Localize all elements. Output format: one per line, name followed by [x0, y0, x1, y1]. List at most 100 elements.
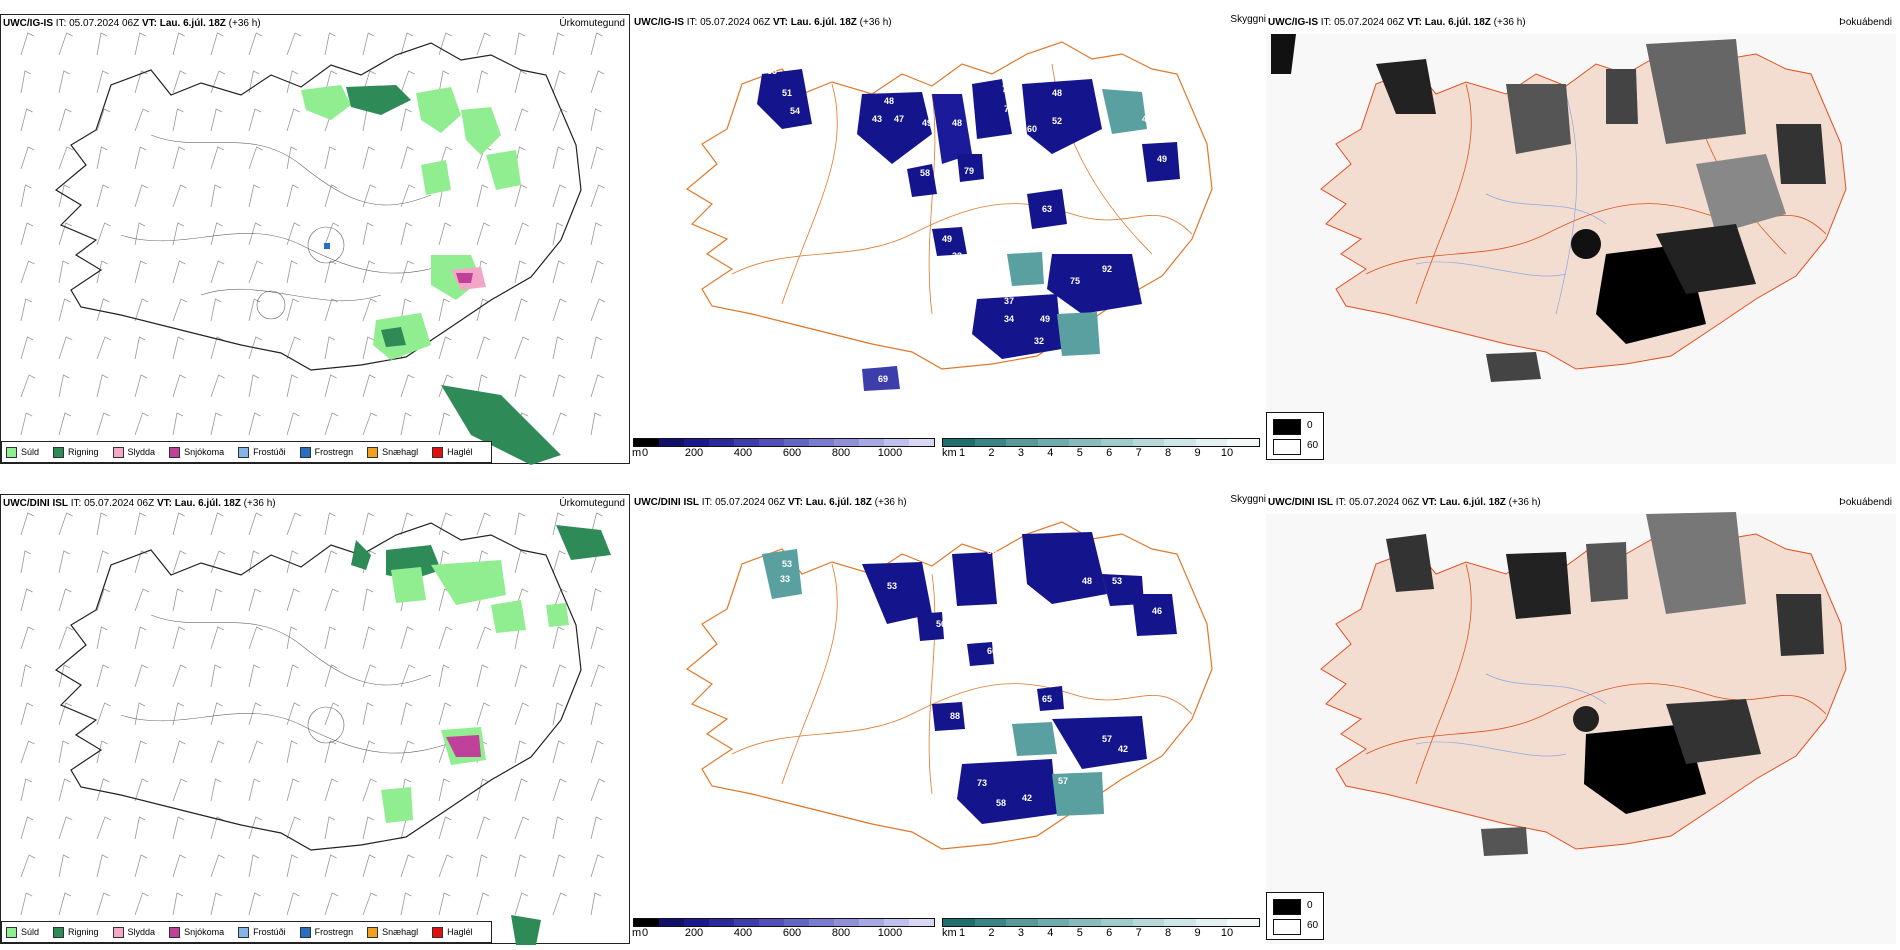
wind-barb: [59, 551, 70, 573]
colorbar-km-unit: km: [942, 447, 957, 459]
legend-swatch: [6, 927, 17, 938]
visibility-label: 43: [872, 114, 882, 124]
wind-barb: [553, 741, 565, 763]
fog-panel-1: UWC/IG-IS IT: 05.07.2024 06Z VT: Lau. 6.…: [1266, 14, 1896, 464]
wind-barb: [97, 551, 109, 573]
visibility-label: 34: [1004, 314, 1014, 324]
wind-barb: [287, 33, 301, 55]
wind-barb: [591, 627, 603, 649]
colorbar-tick-label: 1000: [878, 927, 902, 939]
colorbar-tick-label: 0: [642, 447, 648, 459]
visibility-label: 47: [894, 114, 904, 124]
colorbar-segment: [659, 439, 684, 446]
panel-title: UWC/IG-IS IT: 05.07.2024 06Z VT: Lau. 6.…: [3, 18, 261, 29]
colorbar-segment: [1164, 439, 1196, 446]
wind-barb: [325, 665, 337, 687]
colorbar-tick-label: 7: [1136, 447, 1142, 459]
legend-item: Súld: [6, 447, 39, 458]
visibility-label: 69: [878, 374, 888, 384]
wind-barb: [591, 817, 602, 839]
visibility-label: 48: [884, 96, 894, 106]
legend-item: Rigning: [53, 927, 99, 938]
wind-barb: [477, 223, 490, 245]
legend-label: Snæhagl: [382, 927, 418, 937]
visibility-label: 56: [987, 546, 997, 556]
wind-barb: [439, 223, 451, 245]
colorbar-segment: [884, 919, 909, 926]
wind-barb: [21, 71, 31, 93]
wind-barb: [591, 589, 601, 611]
wind-barb: [401, 855, 414, 877]
colorbar-m: [633, 438, 935, 447]
wind-barb: [553, 337, 563, 359]
wind-barb: [211, 627, 224, 649]
wind-barb: [173, 589, 183, 611]
wind-barb: [477, 185, 488, 207]
precip-map-2: [1, 495, 631, 945]
precip-legend: Súld Rigning Slydda Snjókoma Frostúði Frostre…: [1, 441, 492, 463]
visibility-label: 49: [922, 118, 932, 128]
wind-barb: [21, 665, 31, 687]
wind-barb: [363, 223, 373, 245]
wind-barb: [249, 551, 259, 573]
visibility-label: 49: [1157, 154, 1167, 164]
wind-barb: [211, 665, 221, 687]
wind-barb: [173, 627, 185, 649]
wind-barb: [591, 337, 602, 359]
fog-legend-low: 60: [1307, 440, 1318, 451]
colorbar-tick-label: 800: [832, 447, 850, 459]
wind-barb: [59, 147, 73, 169]
wind-barb: [363, 375, 375, 397]
wind-barb: [211, 703, 223, 725]
colorbar-m-unit: m: [632, 927, 641, 939]
wind-barb: [211, 147, 224, 169]
wind-barb: [287, 627, 297, 649]
wind-barb: [249, 299, 260, 321]
wind-barb: [515, 779, 527, 801]
wind-barb: [249, 779, 260, 801]
colorbar-segment: [1006, 439, 1038, 446]
legend-item: Frostúði: [238, 447, 286, 458]
wind-barb: [211, 33, 223, 55]
wind-barb: [515, 337, 529, 359]
panel-title: UWC/DINI ISL IT: 05.07.2024 06Z VT: Lau.…: [1268, 497, 1541, 508]
wind-barb: [135, 109, 149, 131]
wind-barb: [135, 299, 148, 321]
legend-item: Snjókoma: [169, 927, 224, 938]
colorbar-km: [942, 438, 1260, 447]
wind-barb: [97, 337, 111, 359]
legend-label: Súld: [21, 447, 39, 457]
wind-barb: [401, 223, 412, 245]
wind-barb: [59, 299, 71, 321]
wind-barb: [363, 337, 374, 359]
colorbar-segment: [834, 439, 859, 446]
visibility-label: 33: [952, 251, 962, 261]
wind-barb: [21, 299, 32, 321]
colorbar-segment: [834, 919, 859, 926]
wind-barb: [211, 261, 224, 283]
legend-swatch: [169, 447, 180, 458]
legend-item: Haglél: [432, 927, 473, 938]
wind-barb: [135, 33, 146, 55]
wind-barb: [515, 223, 529, 245]
wind-barb: [477, 513, 491, 535]
wind-barb: [211, 513, 223, 535]
wind-barb: [173, 147, 185, 169]
wind-barb: [249, 413, 261, 435]
wind-barb: [173, 299, 187, 321]
wind-barb: [325, 33, 335, 55]
precip-areas: [301, 85, 561, 465]
wind-barb: [249, 375, 259, 397]
wind-barb: [135, 893, 149, 915]
colorbar-tick-label: 400: [734, 447, 752, 459]
legend-swatch: [53, 927, 64, 938]
visibility-label: 75: [1070, 276, 1080, 286]
wind-barb: [97, 513, 107, 535]
colorbar-tick-label: 200: [685, 447, 703, 459]
wind-barb: [135, 589, 149, 611]
wind-barb: [515, 109, 528, 131]
wind-barb: [59, 893, 71, 915]
wind-barb: [287, 589, 300, 611]
colorbar-segment: [809, 439, 834, 446]
wind-barb: [591, 741, 603, 763]
